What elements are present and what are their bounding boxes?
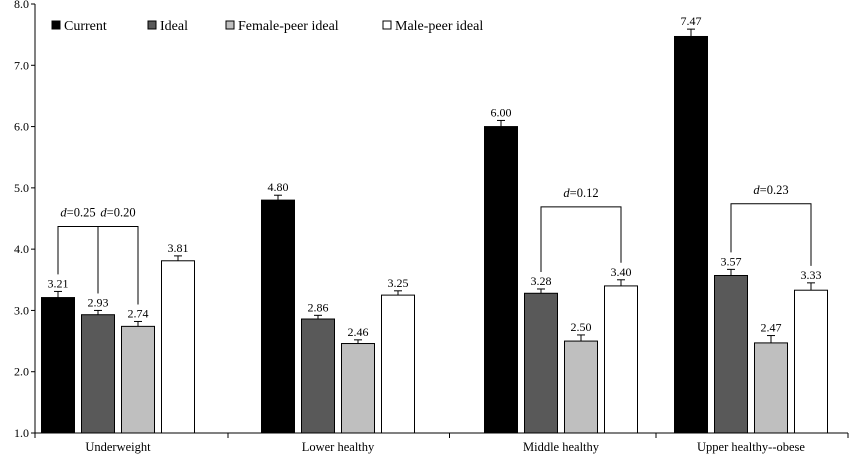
- x-category-label: Underweight: [85, 440, 151, 454]
- bar: [301, 318, 335, 434]
- effect-size-label: d=0.12: [563, 186, 598, 200]
- bar: [161, 260, 195, 434]
- effect-size-symbol: d: [753, 183, 760, 197]
- data-label: 3.57: [721, 254, 742, 268]
- y-tick-label: 6.0: [14, 120, 29, 134]
- legend-label: Ideal: [160, 19, 188, 34]
- data-label: 3.28: [531, 274, 552, 288]
- x-category-label: Upper healthy--obese: [697, 440, 805, 454]
- x-category-label: Lower healthy: [302, 440, 375, 454]
- effect-size-label: d=0.20: [100, 205, 135, 219]
- bar: [41, 297, 75, 434]
- axes: 1.0 2.0 3.0 4.0 5.0 6.0 7.0 8.0 Underweight Lower…: [14, 0, 849, 454]
- effect-size-value: =0.25: [67, 205, 96, 219]
- legend: Current Ideal Female-peer ideal Male-peer i…: [51, 19, 483, 34]
- legend-label: Current: [64, 19, 107, 34]
- y-tick-label: 7.0: [14, 58, 29, 72]
- effect-size-symbol: d: [60, 205, 67, 219]
- bar: [674, 35, 708, 434]
- bar: [754, 342, 788, 434]
- data-label: 6.00: [491, 105, 512, 119]
- bar: [381, 294, 415, 434]
- effect-size-label: d=0.23: [753, 183, 788, 197]
- significance-bracket: [730, 203, 812, 266]
- data-label: 2.74: [128, 306, 149, 320]
- effect-size-label: d=0.25: [60, 205, 95, 219]
- legend-swatch: [51, 20, 61, 30]
- bar: [341, 343, 375, 434]
- legend-swatch: [382, 20, 392, 30]
- legend-label: Female-peer ideal: [238, 19, 339, 34]
- data-label: 2.46: [348, 325, 369, 339]
- bar: [121, 325, 155, 434]
- data-label: 3.40: [611, 265, 632, 279]
- bar: [81, 314, 115, 434]
- data-label: 2.86: [308, 300, 329, 314]
- effect-size-symbol: d: [563, 186, 570, 200]
- bar: [484, 126, 518, 434]
- y-tick-label: 1.0: [14, 426, 29, 440]
- effect-size-symbol: d: [100, 205, 107, 219]
- annotations: d=0.25 d=0.20d=0.12 d=0.23: [57, 183, 812, 305]
- legend-label: Male-peer ideal: [395, 19, 483, 34]
- data-label: 7.47: [681, 14, 702, 28]
- bar: [261, 199, 295, 434]
- bar: [524, 292, 558, 434]
- bar: [714, 274, 748, 434]
- y-tick-label: 8.0: [14, 0, 29, 11]
- data-label: 2.47: [761, 321, 782, 335]
- data-label: 3.33: [801, 268, 822, 282]
- bars: 3.21 4.80 6.00 7.47 2.93 2.86 3.28 3.57 2.74 2.46…: [41, 14, 828, 434]
- data-label: 4.80: [268, 180, 289, 194]
- bar: [794, 289, 828, 434]
- data-label: 2.50: [571, 320, 592, 334]
- x-category-label: Middle healthy: [523, 440, 600, 454]
- significance-bracket: [97, 225, 139, 305]
- legend-swatch: [147, 20, 157, 30]
- effect-size-value: =0.20: [107, 205, 136, 219]
- bar: [604, 285, 638, 434]
- y-tick-label: 4.0: [14, 242, 29, 256]
- significance-bracket: [540, 206, 622, 272]
- y-tick-label: 2.0: [14, 365, 29, 379]
- data-label: 3.21: [48, 276, 69, 290]
- legend-swatch: [225, 20, 235, 30]
- effect-size-value: =0.23: [760, 183, 789, 197]
- y-tick-label: 5.0: [14, 181, 29, 195]
- data-label: 3.81: [168, 241, 189, 255]
- data-label: 2.93: [88, 295, 109, 309]
- y-tick-label: 3.0: [14, 303, 29, 317]
- bar: [564, 340, 598, 434]
- effect-size-value: =0.12: [570, 186, 599, 200]
- data-label: 3.25: [388, 276, 409, 290]
